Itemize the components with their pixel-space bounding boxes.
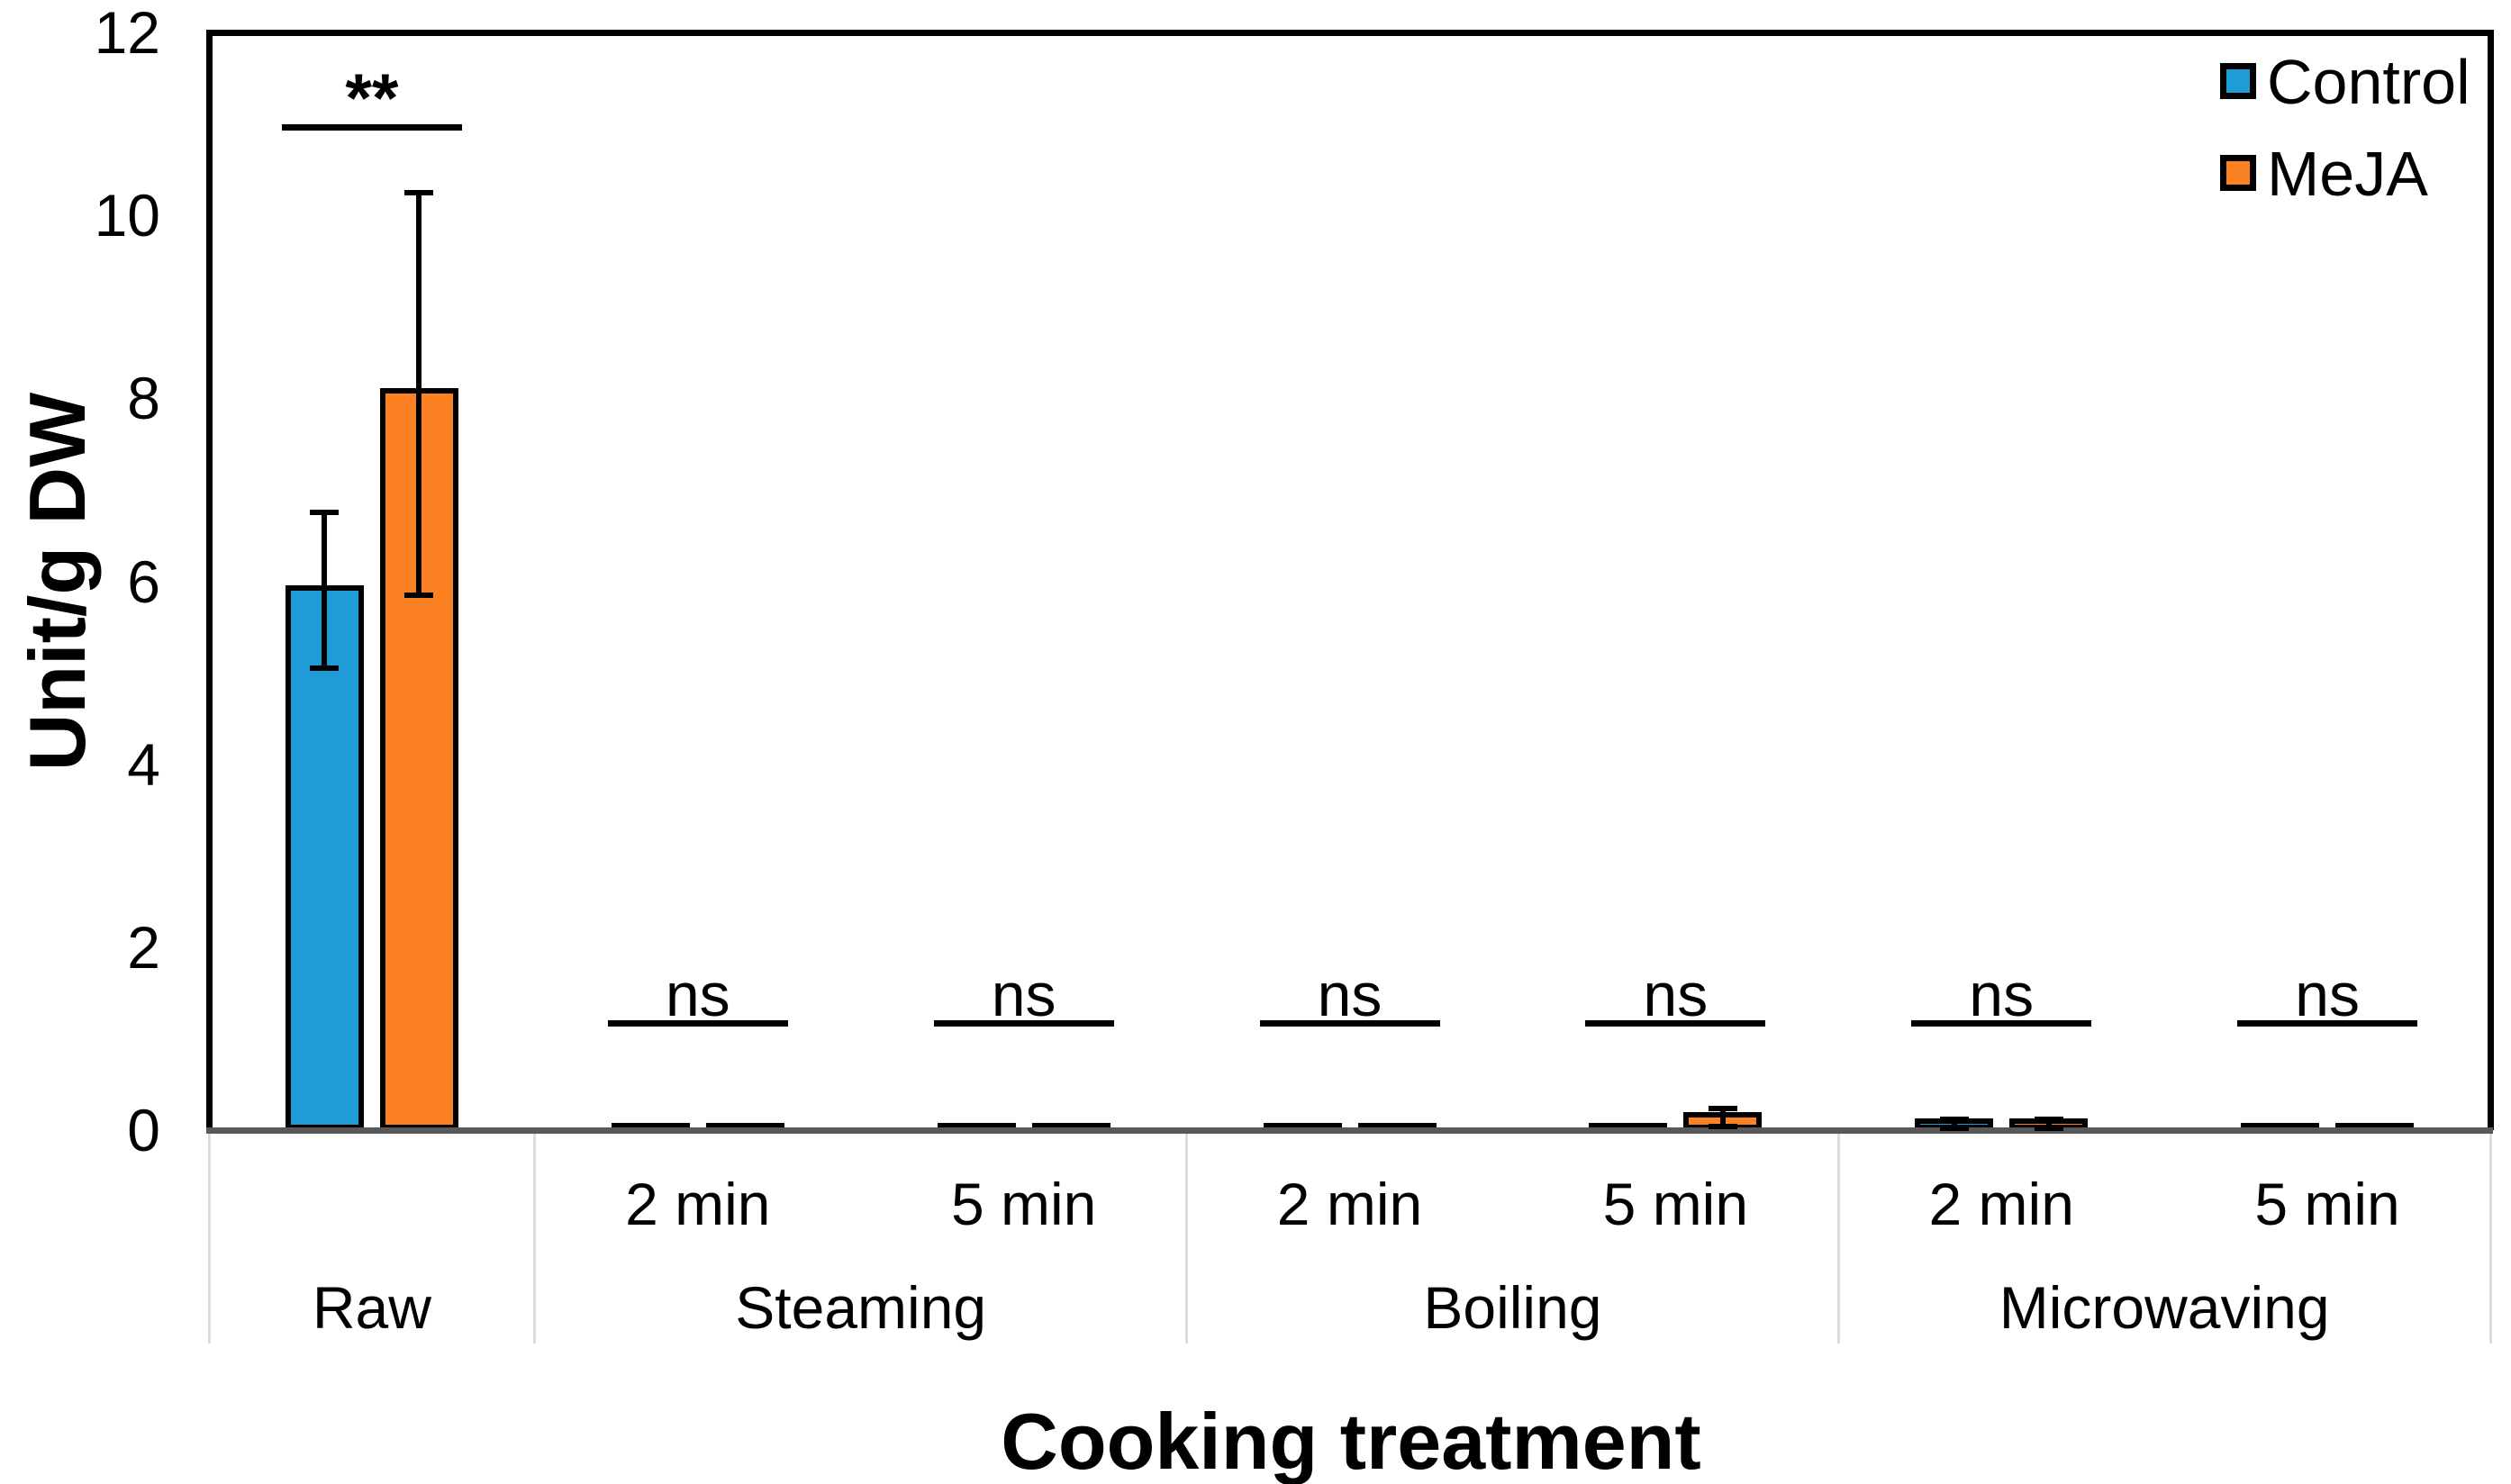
error-bar-meja-slot4 (1719, 1108, 1726, 1127)
significance-label-slot2: ns (991, 961, 1056, 1030)
x-tick-label-slot6: 5 min (2254, 1171, 2400, 1237)
significance-line-slot1 (607, 1020, 788, 1027)
significance-line-slot0 (281, 123, 462, 131)
significance-line-slot4 (1585, 1020, 1766, 1027)
y-tick-label-2: 2 (127, 913, 160, 981)
group-separator-4 (2488, 1134, 2492, 1344)
error-cap-bottom-meja-slot5 (2034, 1125, 2063, 1131)
plot-area-frame (206, 30, 2494, 1130)
y-tick-label-6: 6 (127, 547, 160, 615)
y-tick-label-12: 12 (94, 0, 160, 66)
y-tick-label-0: 0 (127, 1097, 160, 1163)
significance-label-slot0: ** (345, 59, 399, 137)
error-bar-control-slot0 (322, 512, 328, 668)
significance-line-slot5 (1911, 1020, 2092, 1027)
significance-label-slot4: ns (1643, 961, 1709, 1030)
x-tick-label-slot3: 2 min (1276, 1171, 1423, 1237)
legend-swatch-icon (2220, 155, 2256, 191)
significance-label-slot1: ns (665, 961, 730, 1030)
group-separator-0 (207, 1134, 211, 1344)
significance-line-slot3 (1259, 1020, 1440, 1027)
y-tick-label-10: 10 (94, 182, 160, 249)
x-axis-title: Cooking treatment (1001, 1397, 1701, 1484)
error-cap-top-control-slot5 (1939, 1116, 1969, 1122)
error-cap-bottom-control-slot0 (310, 665, 340, 671)
legend-label: Control (2267, 47, 2470, 117)
x-axis-line (206, 1127, 2493, 1134)
x-tick-label-slot2: 5 min (950, 1171, 1097, 1237)
group-label-microwaving: Microwaving (1999, 1274, 2330, 1341)
y-tick-label-8: 8 (127, 365, 160, 432)
error-bar-control-slot5 (1951, 1118, 1957, 1128)
x-tick-label-slot5: 2 min (1928, 1171, 2074, 1237)
error-cap-bottom-meja-slot4 (1708, 1123, 1737, 1129)
error-cap-top-meja-slot5 (2034, 1116, 2063, 1122)
group-label-steaming: Steaming (735, 1274, 987, 1341)
group-label-raw: Raw (312, 1274, 431, 1341)
x-tick-label-slot4: 5 min (1602, 1171, 1749, 1237)
significance-line-slot6 (2237, 1020, 2418, 1027)
error-cap-top-meja-slot4 (1708, 1105, 1737, 1111)
x-tick-label-slot1: 2 min (625, 1171, 771, 1237)
error-bar-meja-slot5 (2045, 1118, 2052, 1128)
group-separator-2 (1185, 1134, 1189, 1344)
error-bar-meja-slot0 (416, 192, 422, 595)
significance-label-slot5: ns (1969, 961, 2035, 1030)
bar-control-slot0 (285, 585, 364, 1130)
error-cap-top-meja-slot0 (404, 189, 434, 195)
legend-swatch-icon (2220, 63, 2256, 99)
error-cap-bottom-meja-slot0 (404, 592, 434, 598)
legend-label: MeJA (2267, 139, 2428, 209)
significance-label-slot6: ns (2295, 961, 2360, 1030)
y-tick-label-4: 4 (127, 730, 160, 798)
error-cap-top-control-slot0 (310, 510, 340, 516)
group-separator-3 (1836, 1134, 1840, 1344)
significance-line-slot2 (933, 1020, 1114, 1027)
error-cap-bottom-control-slot5 (1939, 1125, 1969, 1131)
group-label-boiling: Boiling (1423, 1274, 1602, 1341)
significance-label-slot3: ns (1317, 961, 1382, 1030)
group-separator-1 (533, 1134, 537, 1344)
